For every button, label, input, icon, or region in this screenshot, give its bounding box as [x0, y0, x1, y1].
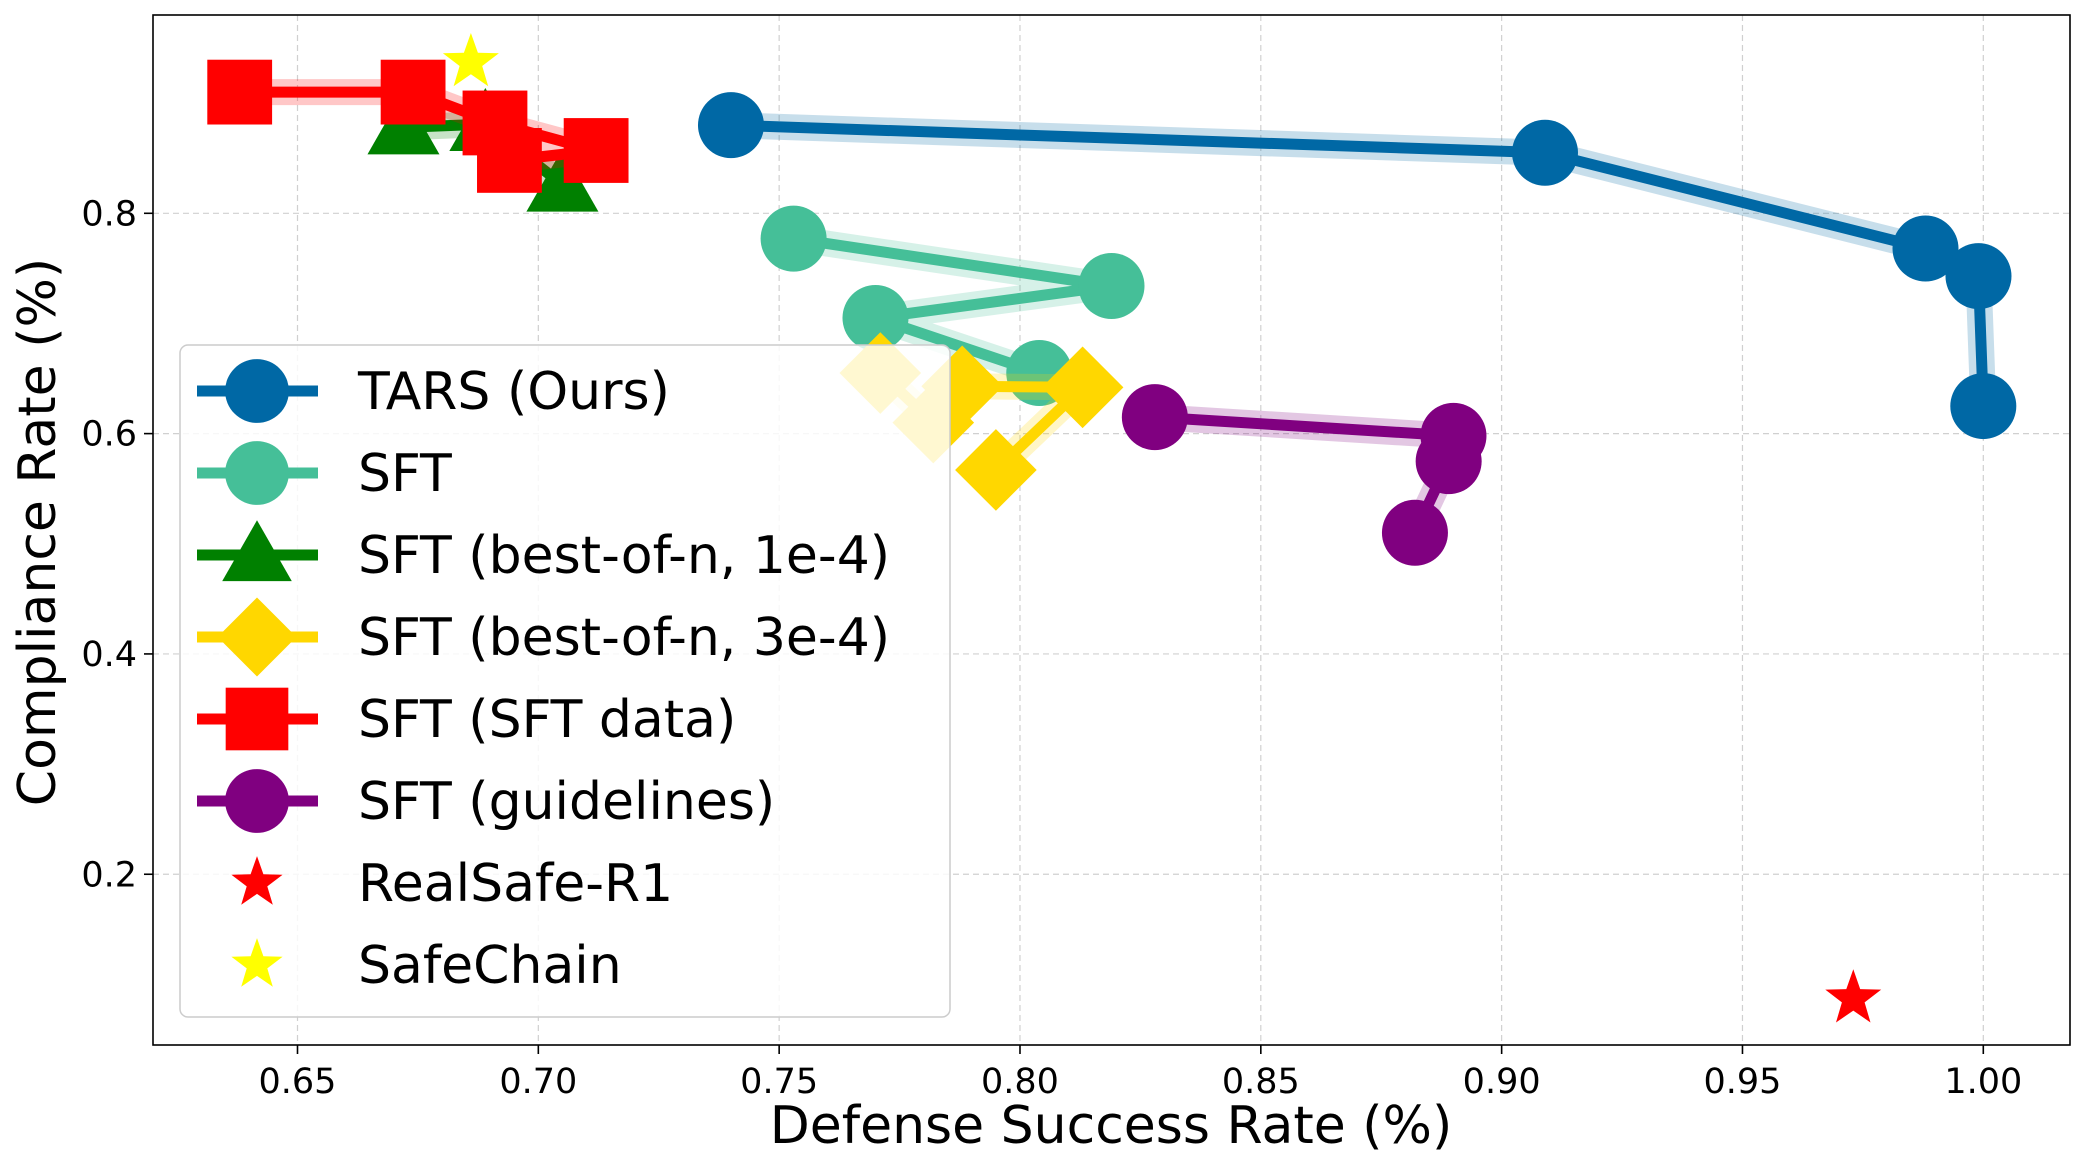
plot-frame	[152, 14, 2071, 1046]
ticks: 0.65 0.70 0.75 0.80 0.85 0.90 0.95 1.00 0.2 0.4 0.…	[81, 194, 2022, 1102]
y-tick-label: 0.2	[81, 855, 137, 895]
data-point	[1381, 499, 1448, 566]
legend-marker	[225, 441, 289, 505]
y-tick-label: 0.6	[81, 415, 137, 455]
data-point	[1950, 373, 2017, 440]
series-line	[788, 233, 1117, 379]
x-tick-label: 0.75	[740, 1062, 818, 1102]
data-point	[1078, 252, 1145, 319]
y-tick-label: 0.4	[81, 635, 137, 675]
legend-label: SFT (best-of-n, 3e-4)	[358, 608, 890, 668]
x-tick-label: 0.80	[981, 1062, 1059, 1102]
x-tick-label: 0.95	[1704, 1062, 1782, 1102]
y-tick-label: 0.8	[81, 194, 137, 234]
data-point	[697, 92, 764, 159]
legend-marker	[225, 687, 289, 751]
data-point	[442, 33, 499, 87]
legend: TARS (Ours) SFT SFT (best-of-n, 1e-4) SFT (…	[179, 344, 951, 1018]
data-point	[1892, 215, 1959, 282]
data-point	[380, 59, 446, 125]
data-point	[1511, 119, 1578, 186]
legend-item: SFT	[197, 441, 452, 505]
series-safechain	[442, 33, 499, 87]
legend-label: RealSafe-R1	[358, 854, 673, 914]
x-tick-label: 0.85	[1222, 1062, 1300, 1102]
data-point	[760, 205, 827, 272]
x-axis-label: Defense Success Rate (%)	[770, 1096, 1453, 1156]
legend-label: TARS (Ours)	[357, 362, 670, 422]
series-sft-sft-data	[207, 59, 629, 193]
legend-marker	[225, 359, 289, 423]
legend-item: SFT (guidelines)	[197, 769, 775, 833]
legend-label: SFT	[358, 444, 452, 504]
series-realsafe-r1	[1825, 969, 1882, 1023]
series-layer	[207, 33, 2017, 1023]
data-point	[921, 345, 1003, 428]
data-point	[1041, 346, 1124, 429]
data-point	[842, 284, 909, 351]
legend-label: SafeChain	[358, 936, 622, 996]
legend-item: SFT (best-of-n, 1e-4)	[197, 520, 890, 586]
x-tick-label: 1.00	[1944, 1062, 2022, 1102]
legend-marker	[231, 856, 283, 905]
legend-item: TARS (Ours)	[197, 359, 670, 423]
legend-marker	[225, 769, 289, 833]
data-point	[1825, 969, 1882, 1023]
legend-label: SFT (guidelines)	[358, 772, 775, 832]
legend-item: SafeChain	[231, 936, 622, 996]
data-point	[1121, 384, 1188, 451]
data-point	[1415, 428, 1482, 495]
data-point	[1945, 243, 2012, 310]
legend-item: RealSafe-R1	[231, 854, 673, 914]
legend-item: SFT (SFT data)	[197, 687, 736, 751]
legend-label: SFT (SFT data)	[358, 690, 736, 750]
data-point	[563, 118, 629, 183]
data-point	[477, 128, 542, 193]
legend-frame	[179, 344, 951, 1018]
y-axis-label: Compliance Rate (%)	[8, 258, 68, 806]
series-sft	[760, 205, 1145, 407]
legend-marker	[222, 520, 292, 582]
legend-item: SFT (best-of-n, 3e-4)	[197, 597, 890, 677]
series-tars-ours	[697, 92, 2017, 440]
legend-marker	[231, 938, 283, 987]
x-tick-label: 0.70	[499, 1062, 577, 1102]
data-point	[207, 59, 273, 125]
x-tick-label: 0.65	[259, 1062, 337, 1102]
series-sft-guidelines	[1121, 384, 1487, 566]
legend-marker	[217, 597, 297, 677]
x-tick-label: 0.90	[1463, 1062, 1541, 1102]
data-point	[526, 148, 599, 212]
data-point	[955, 429, 1037, 511]
legend-label: SFT (best-of-n, 1e-4)	[358, 526, 890, 586]
